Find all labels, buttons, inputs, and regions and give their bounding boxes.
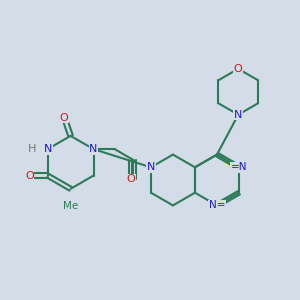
Text: N: N: [89, 144, 98, 154]
Text: O: O: [25, 171, 34, 181]
Text: O: O: [60, 112, 69, 122]
Text: =N: =N: [231, 162, 247, 172]
Text: N: N: [44, 144, 52, 154]
Text: O: O: [234, 64, 243, 74]
Text: N: N: [234, 110, 242, 120]
Text: N=: N=: [209, 200, 225, 210]
Text: H: H: [28, 144, 36, 154]
Text: O: O: [127, 174, 135, 184]
Text: N: N: [147, 162, 155, 172]
Text: Me: Me: [63, 201, 78, 211]
